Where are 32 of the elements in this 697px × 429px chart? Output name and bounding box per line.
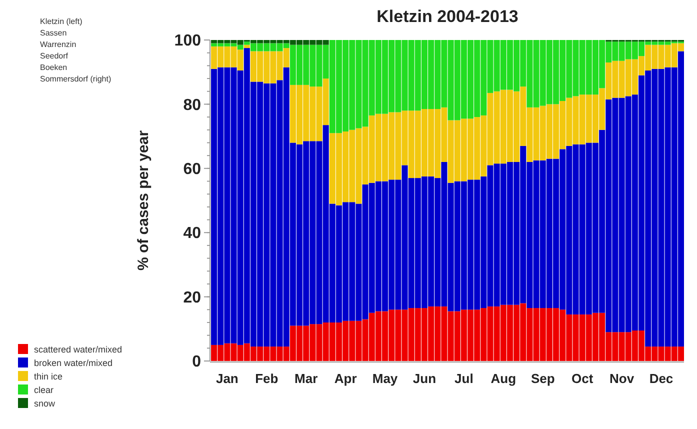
x-tick-label: Sep (530, 371, 555, 386)
y-tick-label: 80 (183, 96, 202, 114)
x-tick-label: Oct (571, 371, 594, 386)
y-tick-label: 60 (183, 161, 202, 178)
chart-title: Kletzin 2004-2013 (376, 7, 518, 26)
text: Sommersdorf (right) (40, 74, 112, 84)
y-tick-label: 100 (174, 32, 202, 50)
text: Boeken (40, 63, 68, 72)
y-tick-label: 20 (183, 289, 202, 306)
x-tick-label: Aug (490, 371, 516, 386)
x-tick-label: Feb (255, 371, 278, 386)
legend-label: scattered water/mixed (34, 344, 122, 354)
legend-label: thin ice (34, 372, 63, 382)
legend-label: snow (34, 398, 56, 408)
x-tick-label: Apr (334, 371, 357, 386)
legend-label: clear (34, 385, 54, 395)
x-tick-label: May (372, 371, 398, 386)
bar (244, 44, 250, 48)
y-tick-label: 40 (183, 225, 202, 242)
text: Kletzin (left) (40, 17, 83, 26)
x-tick-label: Dec (649, 371, 674, 386)
text: Seedorf (40, 52, 69, 60)
y-tick-label: 0 (192, 354, 202, 371)
x-tick-label: Jan (216, 371, 238, 386)
x-tick-label: Mar (294, 371, 318, 386)
x-tick-label: Jul (454, 371, 474, 386)
text: Warrenzin (40, 40, 76, 49)
x-tick-label: Jun (412, 371, 436, 386)
text: Sassen (40, 28, 67, 38)
x-tick-label: Nov (610, 371, 635, 386)
legend-label: broken water/mixed (34, 358, 113, 368)
y-axis-title: % of cases per year (135, 130, 152, 271)
